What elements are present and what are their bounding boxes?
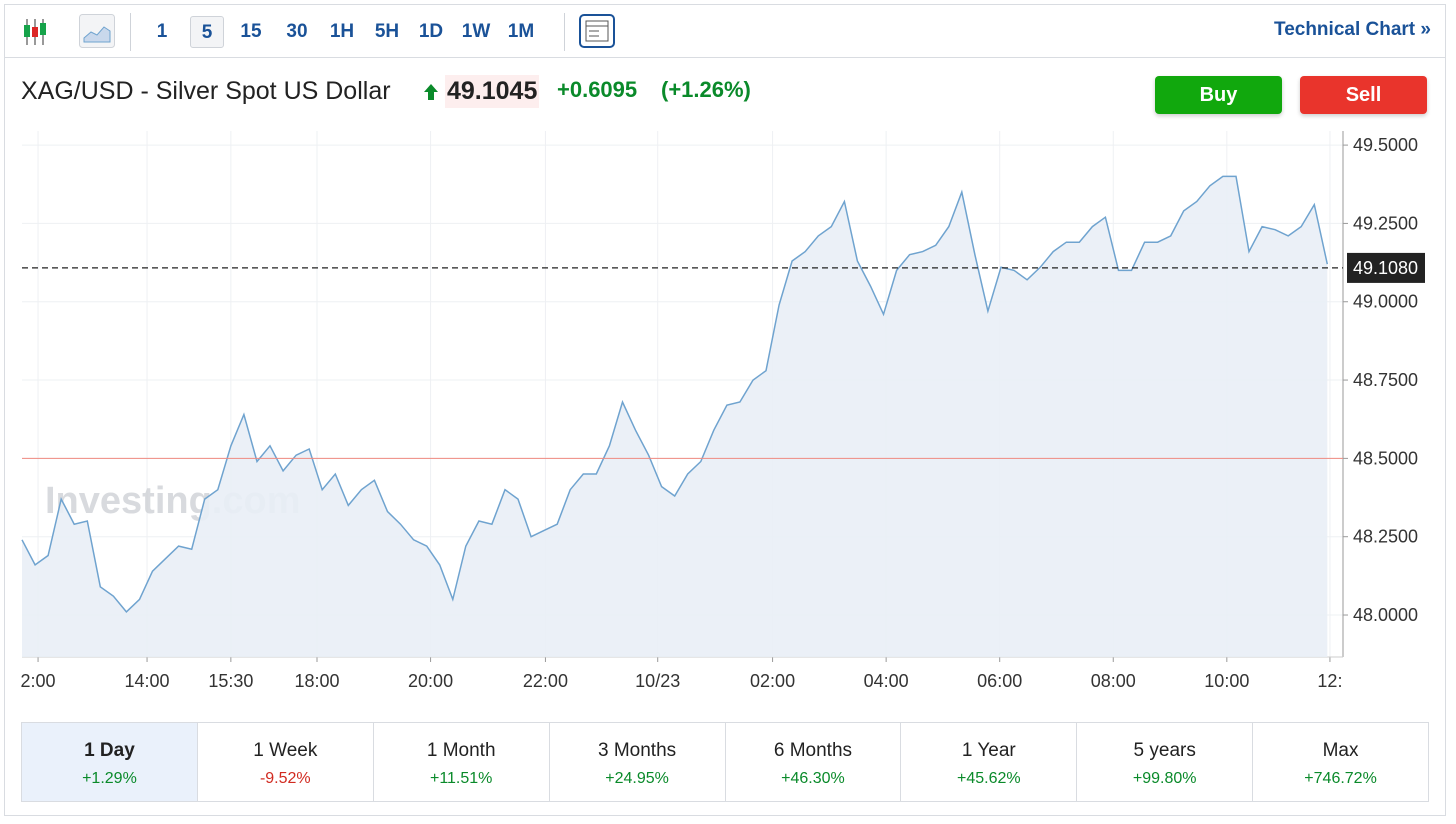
interval-button[interactable]: 5 <box>190 16 224 48</box>
x-tick-label: 14:00 <box>125 671 170 691</box>
interval-button[interactable]: 1H <box>329 21 355 42</box>
period-change: +99.80% <box>1132 770 1197 787</box>
toolbar: 1 5 15 30 1H 5H 1D 1W 1M Technical Chart » <box>5 5 1445 58</box>
x-tick-label: 02:00 <box>750 671 795 691</box>
period-change: +46.30% <box>781 770 845 787</box>
x-tick-label: 18:00 <box>294 671 339 691</box>
interval-button[interactable]: 5H <box>374 21 400 42</box>
technical-chart-link[interactable]: Technical Chart » <box>1274 19 1431 40</box>
change: +0.6095 <box>557 77 638 102</box>
instrument-title: XAG/USD - Silver Spot US Dollar <box>21 77 391 105</box>
candle-icon[interactable] <box>21 17 49 47</box>
period-change: +11.51% <box>429 770 493 787</box>
period-change: +24.95% <box>605 770 669 787</box>
current-price-box <box>1347 252 1425 283</box>
x-tick-label: 20:00 <box>408 671 453 691</box>
current-price-label: 49.1080 <box>1353 258 1418 278</box>
period-label: 6 Months <box>773 740 853 761</box>
period-change: -9.52% <box>259 770 311 787</box>
price-line <box>21 175 1329 613</box>
period-tab[interactable]: 3 Months +24.95% <box>550 723 726 801</box>
interval-button[interactable]: 1M <box>507 21 535 42</box>
area-icon[interactable] <box>79 14 115 48</box>
x-tick-label: 10:00 <box>1204 671 1249 691</box>
sell-button[interactable]: Sell <box>1300 76 1427 114</box>
period-label: 1 Week <box>253 740 318 761</box>
link-text[interactable]: Technical Chart <box>1274 19 1416 40</box>
period-tab[interactable]: 1 Month +11.51% <box>374 723 550 801</box>
interval-button[interactable]: 30 <box>286 21 308 42</box>
period-change: +746.72% <box>1304 770 1377 787</box>
interval-button[interactable]: 1 <box>156 21 168 42</box>
period-label: Max <box>1322 740 1359 761</box>
x-tick-label: 08:00 <box>1091 671 1136 691</box>
interval-button[interactable]: 1D <box>418 21 444 42</box>
y-tick-label: 48.0000 <box>1353 605 1418 625</box>
period-tab[interactable]: 5 years +99.80% <box>1077 723 1254 801</box>
y-tick-label: 48.5000 <box>1353 448 1418 468</box>
x-tick-label: 2:00 <box>21 671 56 691</box>
x-tick-label: 06:00 <box>977 671 1022 691</box>
buy-button[interactable]: Buy <box>1155 76 1282 114</box>
widget: 1 5 15 30 1H 5H 1D 1W 1M Technical Chart » XAG/U… <box>4 4 1446 816</box>
interval-button[interactable]: 1W <box>461 21 491 42</box>
period-tab[interactable]: 1 Year +45.62% <box>901 723 1078 801</box>
divider <box>564 13 565 51</box>
period-label: 1 Month <box>426 740 496 761</box>
interval-button[interactable]: 15 <box>240 21 262 42</box>
y-tick-label: 49.2500 <box>1353 213 1418 233</box>
period-change: +1.29% <box>82 770 137 787</box>
period-tab[interactable]: 1 Week -9.52% <box>198 723 374 801</box>
divider <box>130 13 131 51</box>
chart: 48.0000 48.2500 48.5000 48.7500 49.0000 49.25… <box>21 131 1425 691</box>
layout-icon[interactable] <box>579 14 615 48</box>
x-tick-label: 04:00 <box>864 671 909 691</box>
period-tabs: 1 Day +1.29% 1 Week -9.52% 1 Month +11.51% 3 M… <box>21 722 1429 802</box>
period-label: 1 Year <box>961 740 1016 761</box>
x-tick-label: 10/23 <box>635 671 680 691</box>
period-tab[interactable]: Max +746.72% <box>1253 723 1428 801</box>
period-tab[interactable]: 6 Months +46.30% <box>726 723 902 801</box>
x-tick-label: 22:00 <box>523 671 568 691</box>
up-arrow <box>424 84 438 100</box>
x-tick-label: 15:30 <box>208 671 253 691</box>
change-percent: (+1.26%) <box>661 77 751 102</box>
period-change: +45.62% <box>957 770 1021 787</box>
x-tick-label: 12: <box>1317 671 1342 691</box>
period-label: 1 Day <box>84 740 135 761</box>
y-tick-label: 48.2500 <box>1353 527 1418 547</box>
y-tick-label: 49.5000 <box>1353 135 1418 155</box>
period-tab[interactable]: 1 Day +1.29% <box>22 723 198 801</box>
price: 49.1045 <box>445 75 540 108</box>
y-tick-label: 48.7500 <box>1353 370 1418 390</box>
y-tick-label: 49.0000 <box>1353 292 1418 312</box>
period-label: 5 years <box>1133 740 1196 761</box>
period-label: 3 Months <box>597 740 677 761</box>
area <box>22 176 1328 657</box>
